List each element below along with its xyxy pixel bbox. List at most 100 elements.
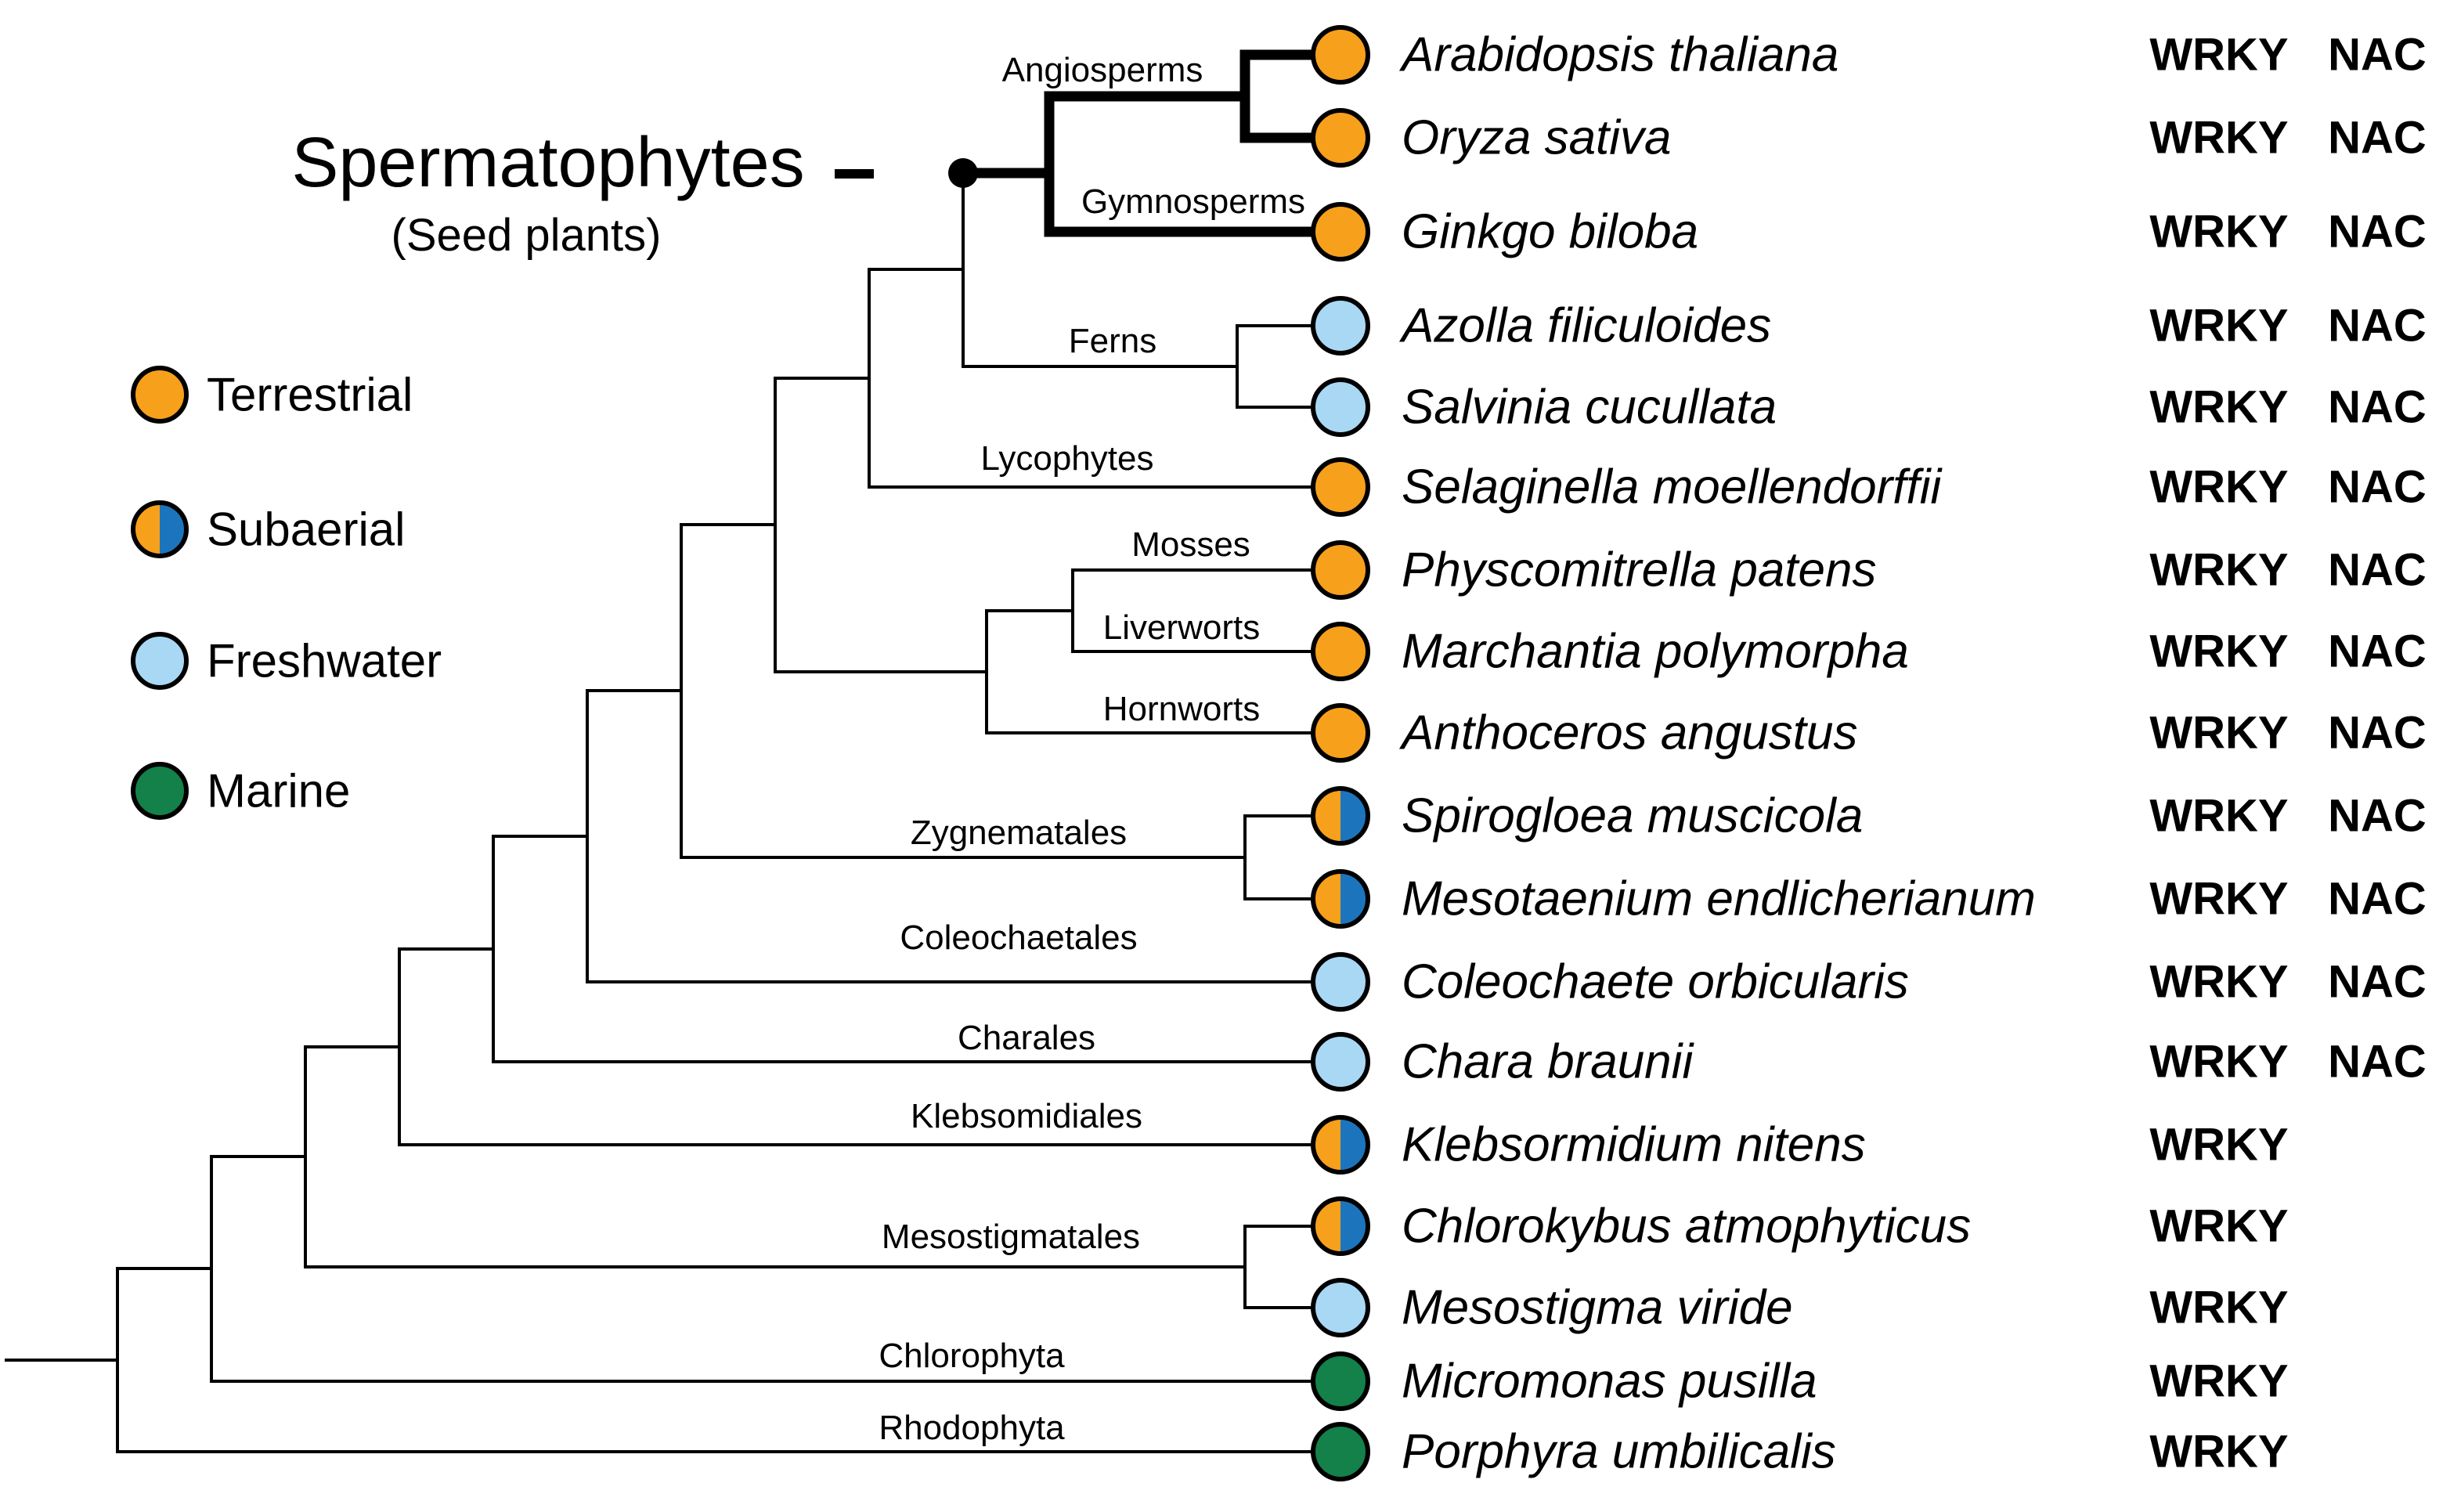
species-name: Coleochaete orbicularis: [1402, 955, 1909, 1009]
species-row: Physcomitrella patens WRKY NAC: [1311, 540, 2427, 600]
nac-label: NAC: [2328, 791, 2427, 842]
species-row: Micromonas pusilla WRKY: [1311, 1351, 2289, 1411]
species-row: Arabidopsis thaliana WRKY NAC: [1311, 25, 2427, 85]
species-row: Mesostigma viride WRKY: [1311, 1278, 2289, 1337]
nac-label: NAC: [2328, 1037, 2427, 1088]
legend-subaerial-label: Subaerial: [207, 503, 406, 556]
nac-label: NAC: [2328, 207, 2427, 258]
species-row: Porphyra umbilicalis WRKY: [1311, 1422, 2289, 1481]
legend-marine-circle: [131, 762, 189, 820]
species-row: Mesotaenium endlicherianum WRKY NAC: [1311, 869, 2427, 929]
habitat-marker: [1311, 1032, 1370, 1092]
habitat-marker: [1311, 1115, 1370, 1175]
wrky-label: WRKY: [2149, 301, 2288, 352]
habitat-marker: [1311, 952, 1370, 1012]
habitat-marker: [1311, 1278, 1370, 1337]
legend-freshwater-label: Freshwater: [207, 635, 442, 687]
species-row: Chara braunii WRKY NAC: [1311, 1032, 2427, 1092]
habitat-marker: [1311, 457, 1370, 517]
species-name: Klebsormidium nitens: [1402, 1118, 1866, 1172]
species-row: Salvinia cucullata WRKY NAC: [1311, 377, 2427, 437]
wrky-label: WRKY: [2149, 462, 2288, 513]
species-name: Micromonas pusilla: [1402, 1355, 1817, 1409]
clade-label-hornworts: Hornworts: [1103, 690, 1261, 728]
clade-label-angiosperms: Angiosperms: [1002, 51, 1203, 89]
habitat-marker: [1311, 296, 1370, 355]
nac-label: NAC: [2328, 30, 2427, 81]
wrky-label: WRKY: [2149, 30, 2288, 81]
species-name: Ginkgo biloba: [1402, 205, 1698, 259]
species-name: Physcomitrella patens: [1402, 543, 1877, 597]
species-row: Selaginella moellendorffii WRKY NAC: [1311, 457, 2427, 517]
legend-freshwater-circle: [131, 632, 189, 690]
habitat-marker: [1311, 1196, 1370, 1256]
wrky-label: WRKY: [2149, 207, 2288, 258]
clade-label-ferns: Ferns: [1069, 322, 1156, 360]
wrky-label: WRKY: [2149, 382, 2288, 433]
habitat-legend: Terrestrial Subaerial Freshwater Marine: [131, 366, 442, 820]
legend-subaerial-circle: [131, 500, 189, 558]
clade-label-liverworts: Liverworts: [1103, 608, 1261, 647]
wrky-label: WRKY: [2149, 113, 2288, 164]
habitat-marker: [1311, 377, 1370, 437]
species-row: Coleochaete orbicularis WRKY NAC: [1311, 952, 2427, 1012]
wrky-label: WRKY: [2149, 626, 2288, 677]
habitat-marker: [1311, 540, 1370, 600]
clade-labels: Angiosperms Gymnosperms Ferns Lycophytes…: [879, 51, 1305, 1447]
nac-label: NAC: [2328, 626, 2427, 677]
clade-label-lycophytes: Lycophytes: [981, 439, 1154, 478]
habitat-marker: [1311, 108, 1370, 168]
clade-label-coleochaetales: Coleochaetales: [900, 918, 1137, 957]
habitat-marker: [1311, 786, 1370, 846]
habitat-marker: [1311, 869, 1370, 929]
species-name: Mesostigma viride: [1402, 1281, 1793, 1335]
spermatophyte-thick-branches: [958, 49, 1319, 237]
species-name: Mesotaenium endlicherianum: [1402, 872, 2036, 926]
wrky-label: WRKY: [2149, 1283, 2288, 1333]
wrky-label: WRKY: [2149, 1120, 2288, 1171]
clade-label-mesostigmatales: Mesostigmatales: [882, 1218, 1140, 1256]
nac-label: NAC: [2328, 301, 2427, 352]
species-rows: Arabidopsis thaliana WRKY NAC Oryza sati…: [1311, 25, 2427, 1481]
tree-branches: [5, 49, 1319, 1453]
thin-branches: [5, 171, 1315, 1453]
wrky-label: WRKY: [2149, 874, 2288, 925]
clade-label-rhodophyta: Rhodophyta: [879, 1409, 1065, 1447]
species-name: Porphyra umbilicalis: [1402, 1425, 1836, 1479]
species-name: Chara braunii: [1402, 1035, 1694, 1089]
legend-terrestrial-label: Terrestrial: [207, 369, 413, 421]
species-name: Azolla filiculoides: [1398, 299, 1771, 353]
wrky-label: WRKY: [2149, 1427, 2288, 1478]
species-name: Arabidopsis thaliana: [1398, 28, 1838, 82]
clade-label-klebsomidiales: Klebsomidiales: [911, 1097, 1142, 1135]
species-row: Marchantia polymorpha WRKY NAC: [1311, 622, 2427, 681]
habitat-marker: [1311, 202, 1370, 262]
species-row: Chlorokybus atmophyticus WRKY: [1311, 1196, 2289, 1256]
wrky-label: WRKY: [2149, 545, 2288, 596]
habitat-marker: [1311, 1351, 1370, 1411]
clade-label-gymnosperms: Gymnosperms: [1081, 182, 1305, 221]
nac-label: NAC: [2328, 382, 2427, 433]
species-name: Spirogloea muscicola: [1402, 789, 1863, 843]
nac-label: NAC: [2328, 462, 2427, 513]
species-name: Marchantia polymorpha: [1402, 625, 1909, 679]
habitat-marker: [1311, 25, 1370, 85]
wrky-label: WRKY: [2149, 1037, 2288, 1088]
legend-terrestrial-circle: [131, 366, 189, 424]
clade-label-chlorophyta: Chlorophyta: [879, 1337, 1065, 1375]
spermatophyte-node-dot: [948, 158, 978, 188]
habitat-marker: [1311, 622, 1370, 681]
species-name: Anthoceros angustus: [1398, 706, 1858, 760]
wrky-label: WRKY: [2149, 791, 2288, 842]
clade-label-zygnematales: Zygnematales: [911, 814, 1127, 852]
species-row: Klebsormidium nitens WRKY: [1311, 1115, 2289, 1175]
wrky-label: WRKY: [2149, 1356, 2288, 1407]
species-name: Salvinia cucullata: [1402, 381, 1777, 435]
nac-label: NAC: [2328, 957, 2427, 1008]
nac-label: NAC: [2328, 113, 2427, 164]
legend-marine-label: Marine: [207, 765, 350, 817]
species-row: Anthoceros angustus WRKY NAC: [1311, 703, 2427, 763]
species-name: Oryza sativa: [1402, 111, 1672, 165]
habitat-marker: [1311, 1422, 1370, 1481]
